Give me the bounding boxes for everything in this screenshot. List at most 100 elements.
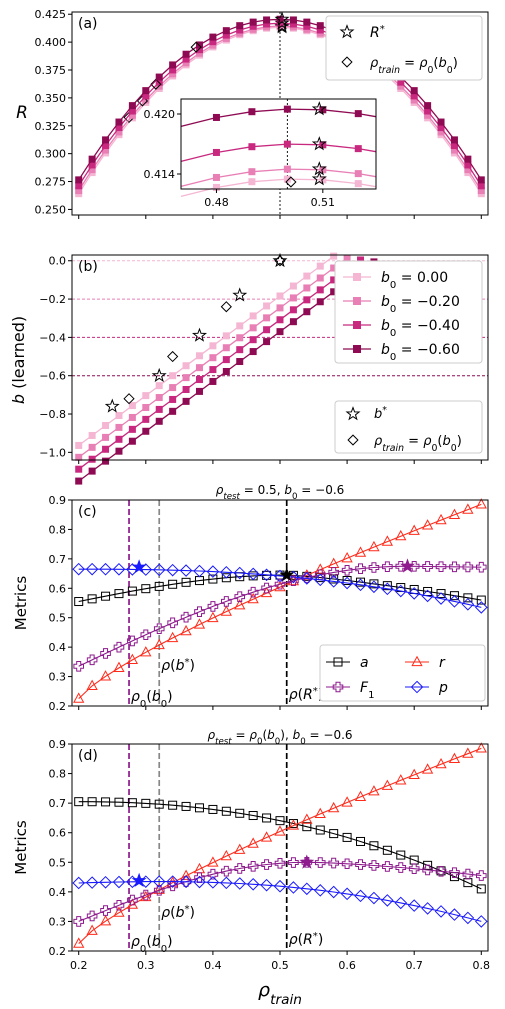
metric-F1-point	[408, 863, 420, 875]
marker-triangle	[411, 655, 423, 667]
a-y-tick-label: 0.325	[35, 120, 67, 133]
R-series-point	[169, 61, 177, 69]
metric-r-point	[435, 513, 447, 525]
metric-r-point	[475, 742, 487, 753]
metric-a-point	[181, 577, 191, 587]
marker-square	[128, 102, 136, 110]
metric-p-point	[72, 876, 86, 890]
marker-triangle	[86, 924, 98, 935]
metric-r-point	[86, 924, 98, 935]
panel-label-d: (d)	[78, 748, 98, 764]
marker-square	[477, 176, 485, 184]
R-series-point	[316, 22, 324, 30]
marker-diamond	[300, 882, 314, 896]
metric-r-point	[234, 843, 246, 854]
marker-diamond	[72, 876, 86, 890]
marker-square	[276, 15, 284, 23]
metric-p-point	[381, 894, 394, 907]
metric-F1-point	[153, 884, 165, 896]
b-series-point	[303, 284, 311, 292]
marker-square	[74, 597, 84, 607]
legend-b-top: b0 = 0.00 b0 = −0.20 b0 = −0.40 b0 = −0.60	[334, 260, 483, 364]
metric-a-point	[342, 832, 352, 842]
metric-F1-point	[382, 861, 393, 872]
marker-square	[222, 344, 230, 352]
inset-point	[283, 140, 291, 148]
inset-point	[283, 175, 291, 183]
marker-square	[221, 806, 231, 816]
metric-a-point	[127, 798, 137, 808]
R-series-point	[182, 50, 190, 58]
marker-diamond	[340, 887, 354, 901]
marker-diamond	[474, 915, 488, 928]
marker-square	[382, 581, 392, 591]
inset-x-tick-label: 0.51	[311, 196, 336, 209]
marker-square	[102, 136, 110, 144]
b-series-point	[249, 324, 257, 332]
metric-p-point	[260, 878, 273, 892]
panel-a: 0.250 0.275 0.300 0.325 0.350 0.375 0.400 0.425…	[16, 8, 489, 219]
R-series-point	[155, 73, 163, 81]
marker-square	[464, 155, 472, 163]
marker-square	[303, 308, 311, 316]
metric-p-line	[78, 881, 482, 922]
inset-point	[354, 145, 362, 153]
marker-diamond	[179, 875, 193, 889]
metric-F1-point	[314, 857, 326, 868]
metric-p-point	[474, 601, 488, 614]
marker-triangle	[247, 592, 259, 604]
metric-p-point	[421, 902, 434, 915]
marker-square	[302, 822, 312, 832]
marker-triangle	[126, 653, 139, 664]
metric-F1-point	[422, 864, 433, 876]
legend-icon	[332, 681, 344, 693]
marker-square	[209, 342, 217, 350]
marker-diamond	[99, 562, 112, 576]
d-x-tick-label: 0.5	[271, 959, 289, 972]
marker-square	[410, 87, 418, 95]
marker-square	[155, 382, 163, 390]
marker-square	[343, 254, 351, 262]
marker-square	[329, 574, 339, 584]
R-series-point	[88, 155, 96, 163]
metric-p-point	[246, 567, 260, 581]
inset-point	[212, 113, 220, 121]
marker-square	[101, 591, 111, 601]
marker-square	[155, 405, 163, 413]
marker-square	[249, 312, 257, 320]
marker-square	[424, 102, 432, 110]
marker-square	[222, 356, 230, 364]
marker-square	[249, 18, 257, 26]
marker-square	[249, 336, 257, 344]
marker-plus	[73, 916, 85, 927]
marker-square	[87, 797, 97, 807]
b-series-point	[316, 286, 324, 294]
marker-square	[289, 282, 297, 290]
marker-square	[342, 576, 352, 586]
legend-diamond-icon	[341, 56, 353, 68]
marker-triangle	[99, 914, 112, 926]
b-series-point	[303, 296, 311, 304]
metric-a-point	[302, 822, 312, 832]
metric-r-point	[462, 747, 474, 758]
marker-diamond	[381, 894, 394, 907]
metric-p-point	[327, 885, 340, 899]
metric-a-point	[423, 860, 433, 870]
b-series-point	[115, 423, 123, 431]
marker-square	[354, 170, 362, 178]
metric-p-point	[72, 562, 86, 576]
b-series-point	[169, 395, 177, 403]
inset: 0.414 0.420 0.48 0.51	[144, 98, 377, 209]
marker-square	[88, 467, 96, 475]
marker-square	[128, 402, 136, 410]
c-y-tick-label: 0.2	[49, 700, 67, 713]
marker-plus	[194, 606, 205, 617]
metric-r-point	[368, 785, 380, 796]
marker-square	[236, 334, 244, 342]
marker-square	[477, 182, 485, 190]
marker-square	[342, 832, 352, 842]
metric-p-point	[300, 572, 314, 585]
marker-diamond	[313, 884, 327, 897]
marker-square	[75, 182, 83, 190]
marker-plus	[113, 899, 125, 911]
